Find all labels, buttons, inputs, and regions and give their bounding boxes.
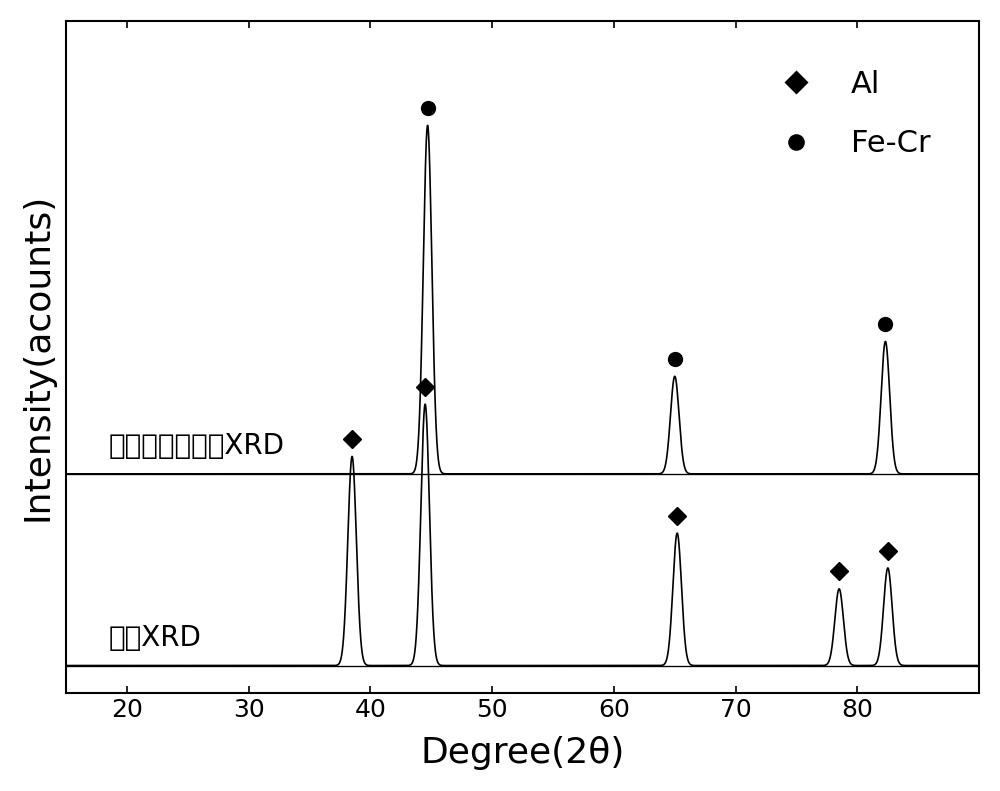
X-axis label: Degree(2θ): Degree(2θ) bbox=[420, 736, 625, 770]
Text: 镀铝XRD: 镀铝XRD bbox=[109, 623, 201, 652]
Legend: Al, Fe-Cr: Al, Fe-Cr bbox=[753, 58, 942, 171]
Text: 激光燔覆处理后XRD: 激光燔覆处理后XRD bbox=[109, 432, 285, 460]
Y-axis label: Intensity(acounts): Intensity(acounts) bbox=[21, 193, 55, 521]
